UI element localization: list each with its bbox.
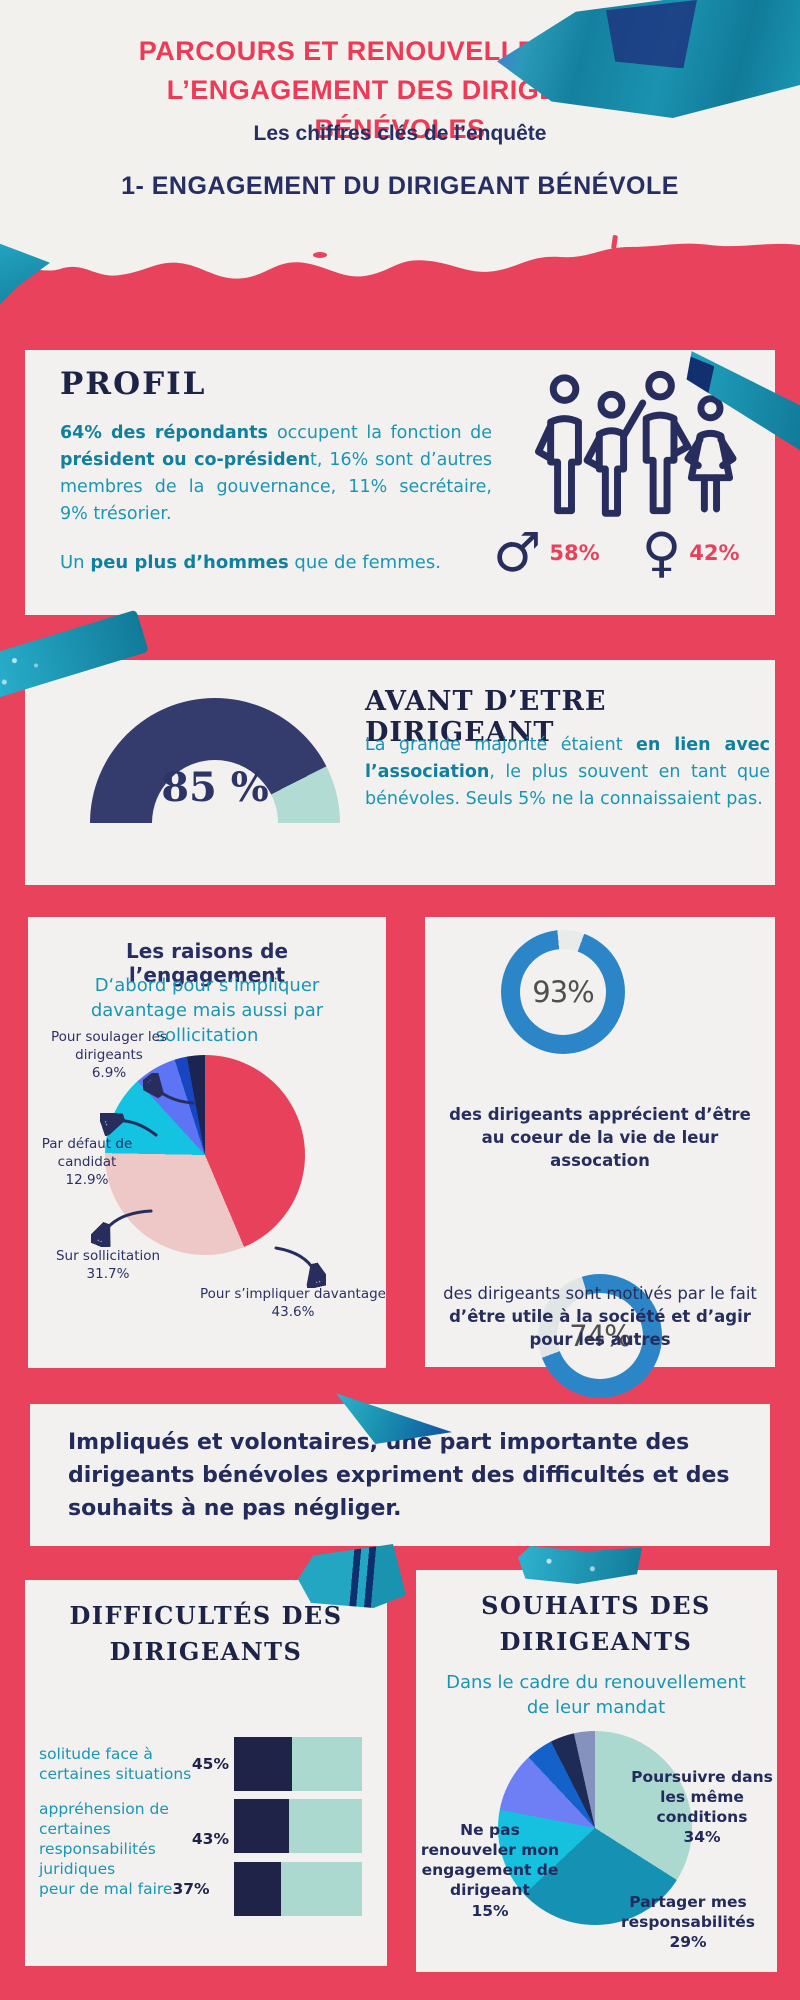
- donut-74-chart: 74%: [538, 1274, 662, 1398]
- stat-93-text: des dirigeants apprécient d’être au coeu…: [449, 1105, 751, 1171]
- raisons-pie-chart: [105, 1055, 305, 1255]
- profil-gender-note: Un peu plus d’hommes que de femmes.: [60, 552, 441, 573]
- souhaits-pie-chart: [498, 1731, 692, 1925]
- raisons-heading: Les raisons de l’engagement: [125, 939, 289, 987]
- pie-label-defaut: Par défaut de candidat 12.9%: [41, 1136, 133, 1189]
- pie-label-partager: Partager mes responsabilités 29%: [620, 1893, 756, 1952]
- donut-93-value: 93%: [532, 975, 594, 1009]
- avant-body-text: La grande majorité étaient en lien avec …: [365, 735, 770, 810]
- section-title: 1- ENGAGEMENT DU DIRIGEANT BÉNÉVOLE: [121, 172, 679, 200]
- profil-heading: PROFIL: [60, 366, 207, 402]
- arrow-icon: [274, 1246, 326, 1288]
- arrow-icon: [143, 1073, 195, 1105]
- pie-label-soulager: Pour soulager les dirigeants 6.9%: [51, 1029, 167, 1082]
- red-band-brush-edge: [0, 235, 800, 301]
- card-difficultes: DIFFICULTÉS DES DIRIGEANTS solitude face…: [25, 1580, 387, 1966]
- card-profil: PROFIL 64% des répondants occupent la fo…: [25, 350, 775, 615]
- gender-stats-row: ♂ 58% ♀ 42%: [493, 526, 740, 580]
- female-icon: ♀: [641, 521, 682, 584]
- people-group-icon: [535, 370, 737, 517]
- pie-label-sollicitation: Sur sollicitation 31.7%: [55, 1248, 161, 1283]
- pie-label-poursuivre: Poursuivre dans les même conditions 34%: [631, 1768, 773, 1847]
- souhaits-subtitle: Dans le cadre du renouvellement de leur …: [446, 1672, 746, 1719]
- brush-patch: [606, 0, 697, 69]
- donut-74-value: 74%: [569, 1319, 631, 1353]
- card-avant-dirigeant: 85 % AVANT D’ETRE DIRIGEANT La grande ma…: [25, 660, 775, 885]
- male-icon: ♂: [493, 521, 542, 584]
- arrow-icon: [91, 1209, 153, 1247]
- message-text: Impliqués et volontaires, une part impor…: [68, 1430, 730, 1521]
- bar-row: peur de mal faire 37%: [25, 1862, 387, 1916]
- female-percentage: 42%: [689, 541, 740, 565]
- card-stats-donuts: 93% des dirigeants apprécient d’être au …: [425, 917, 775, 1398]
- gauge-avant-chart: 85 %: [90, 698, 340, 825]
- male-percentage: 58%: [549, 541, 600, 565]
- stat-74-text: des dirigeants sont motivés par le fait …: [443, 1284, 757, 1350]
- bar-row: appréhension de certaines responsabilité…: [25, 1799, 387, 1878]
- pie-label-impliquer: Pour s’impliquer davantage 43.6%: [200, 1286, 386, 1321]
- brush-decoration-top-right: [497, 0, 800, 118]
- avant-heading: AVANT D’ETRE DIRIGEANT: [365, 686, 607, 748]
- bar-row: solitude face à certaines situations 45%: [25, 1737, 387, 1791]
- raisons-subtitle: D‘abord pour s‘impliquer davantage mais …: [90, 975, 324, 1047]
- profil-body-text: 64% des répondants occupent la fonction …: [60, 423, 492, 525]
- card-message: Impliqués et volontaires, une part impor…: [30, 1404, 770, 1546]
- souhaits-heading: SOUHAITS DES DIRIGEANTS: [481, 1591, 711, 1656]
- page-subtitle: Les chiffres clés de l’enquête: [253, 122, 547, 145]
- pie-label-ne-pas-renouveler: Ne pas renouveler mon engagement de diri…: [420, 1821, 560, 1920]
- gauge-value: 85 %: [161, 764, 269, 811]
- card-souhaits: SOUHAITS DES DIRIGEANTS Dans le cadre du…: [416, 1570, 777, 1972]
- donut-93-chart: 93%: [501, 930, 625, 1054]
- card-raisons: Les raisons de l’engagement D‘abord pour…: [28, 917, 386, 1368]
- difficultes-heading: DIFFICULTÉS DES DIRIGEANTS: [69, 1601, 343, 1666]
- arrow-icon: [100, 1113, 158, 1137]
